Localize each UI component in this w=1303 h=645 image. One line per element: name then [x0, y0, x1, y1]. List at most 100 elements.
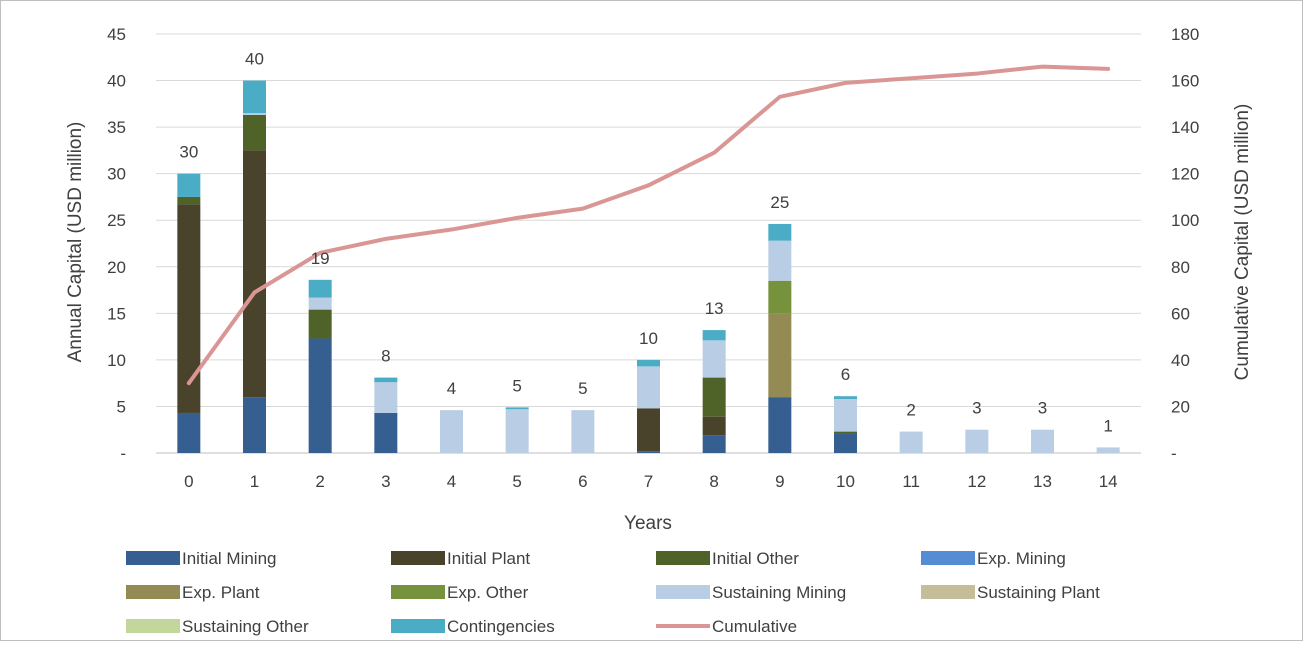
legend-swatch — [126, 619, 180, 633]
bar-segment — [1031, 429, 1054, 453]
bar-segment — [834, 398, 857, 432]
primary-y-axis: - 5 10 15 20 25 30 35 40 45 — [107, 25, 126, 463]
bar-segment — [637, 366, 660, 409]
x-tick-label: 5 — [512, 472, 521, 491]
legend-label: Contingencies — [447, 617, 555, 636]
bar-segment — [505, 407, 529, 410]
y2-tick-label: 100 — [1171, 211, 1199, 230]
y-tick-label: 45 — [107, 25, 126, 44]
bar-segment — [243, 115, 266, 151]
bar-segment — [374, 412, 398, 453]
legend-label: Initial Plant — [447, 549, 530, 568]
legend-swatch — [391, 585, 445, 599]
data-label: 1 — [1103, 416, 1112, 435]
bar-segment — [768, 397, 792, 453]
bar-segment — [243, 80, 266, 114]
x-tick-label: 11 — [902, 472, 920, 491]
x-tick-label: 10 — [836, 472, 855, 491]
y-tick-label: 30 — [107, 165, 126, 184]
y-tick-label: 5 — [117, 397, 126, 416]
legend-label: Exp. Mining — [977, 549, 1066, 568]
legend-item: Initial Other — [656, 549, 799, 568]
bar-segment — [965, 429, 989, 453]
x-tick-label: 8 — [709, 472, 718, 491]
cumulative-line — [186, 64, 1111, 386]
bar-segment — [768, 240, 792, 281]
data-label: 8 — [381, 347, 390, 366]
legend-label: Cumulative — [712, 617, 797, 636]
data-label: 19 — [311, 249, 330, 268]
legend-label: Exp. Other — [447, 583, 529, 602]
legend-label: Initial Mining — [182, 549, 277, 568]
y2-tick-label: 120 — [1171, 165, 1199, 184]
bar-segment — [505, 409, 529, 453]
legend-item: Contingencies — [391, 617, 555, 636]
y2-tick-label: 20 — [1171, 397, 1190, 416]
secondary-y-axis: - 20 40 60 80 100 120 140 160 180 — [1171, 25, 1199, 463]
bar-series — [177, 80, 1120, 453]
bar-segment — [702, 416, 726, 436]
data-labels: 30 40 19 8 4 5 5 10 13 25 6 2 3 3 1 — [179, 50, 1113, 436]
bar-segment — [637, 408, 660, 452]
legend-swatch — [921, 585, 975, 599]
bar-segment — [243, 397, 266, 453]
x-tick-label: 13 — [1033, 472, 1052, 491]
legend-item: Sustaining Plant — [921, 583, 1100, 602]
legend-item: Cumulative — [656, 617, 797, 636]
legend-label: Sustaining Plant — [977, 583, 1100, 602]
y2-tick-label: - — [1171, 444, 1177, 463]
x-tick-label: 0 — [184, 472, 193, 491]
x-axis: 0 1 2 3 4 5 6 7 8 9 10 11 12 13 14 — [184, 472, 1118, 491]
bar-segment — [899, 431, 923, 453]
y-tick-label: - — [120, 444, 126, 463]
bar-segment — [374, 382, 398, 413]
bar-segment — [308, 309, 332, 339]
y-tick-label: 35 — [107, 118, 126, 137]
bar-segment — [834, 396, 857, 399]
y-axis-title: Annual Capital (USD million) — [65, 122, 86, 363]
bar-segment — [702, 330, 726, 341]
x-tick-label: 4 — [447, 472, 456, 491]
bar-segment — [308, 338, 332, 453]
bar-segment — [768, 280, 792, 314]
legend: Initial Mining Initial Plant Initial Other… — [126, 549, 1100, 636]
bar-segment — [177, 173, 201, 197]
legend-item: Exp. Mining — [921, 549, 1066, 568]
data-label: 5 — [512, 376, 521, 395]
legend-item: Initial Mining — [126, 549, 277, 568]
data-label: 10 — [639, 329, 658, 348]
y2-tick-label: 40 — [1171, 351, 1190, 370]
bar-segment — [243, 113, 266, 116]
bar-segment — [702, 377, 726, 417]
bar-segment — [768, 313, 792, 398]
bar-segment — [834, 431, 857, 434]
data-label: 2 — [906, 401, 915, 420]
y2-axis-title: Cumulative Capital (USD million) — [1232, 104, 1253, 381]
legend-label: Exp. Plant — [182, 583, 260, 602]
bar-segment — [177, 204, 201, 413]
bar-segment — [308, 297, 332, 310]
x-tick-label: 1 — [250, 472, 259, 491]
legend-swatch — [656, 551, 710, 565]
y2-tick-label: 160 — [1171, 72, 1199, 91]
x-tick-label: 2 — [315, 472, 324, 491]
data-label: 5 — [578, 379, 587, 398]
bar-segment — [768, 223, 792, 241]
bar-segment — [177, 196, 201, 205]
y-tick-label: 25 — [107, 211, 126, 230]
legend-item: Exp. Plant — [126, 583, 260, 602]
data-label: 40 — [245, 50, 264, 69]
y2-tick-label: 180 — [1171, 25, 1199, 44]
x-tick-label: 7 — [644, 472, 653, 491]
data-label: 25 — [770, 193, 789, 212]
legend-item: Exp. Other — [391, 583, 529, 602]
bar-segment — [177, 412, 201, 453]
legend-swatch — [126, 551, 180, 565]
legend-item: Initial Plant — [391, 549, 530, 568]
legend-label: Sustaining Other — [182, 617, 309, 636]
bar-segment — [834, 433, 857, 453]
y2-tick-label: 80 — [1171, 258, 1190, 277]
legend-swatch — [391, 619, 445, 633]
